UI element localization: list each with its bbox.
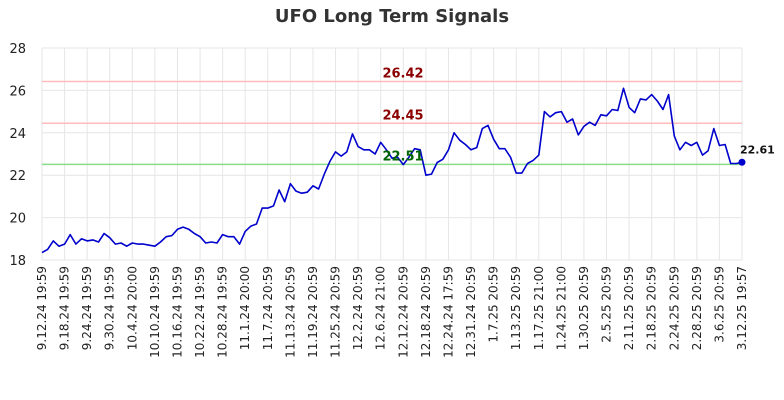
x-tick-label: 11.19.24 20:59 [306,266,320,358]
x-tick-label: 1.7.25 20:59 [487,266,501,343]
x-tick-label: 3.12.25 19:57 [735,266,749,350]
last-point-marker [738,158,746,166]
x-tick-label: 1.13.25 20:59 [509,266,523,350]
x-tick-label: 2.28.25 20:59 [690,266,704,350]
y-tick-label: 24 [9,127,26,142]
x-tick-label: 10.28.24 19:59 [216,266,230,358]
y-axis-ticks: 18 20 22 24 26 28 [9,42,26,269]
x-tick-label: 1.17.25 21:00 [532,266,546,350]
y-tick-label: 18 [9,254,26,269]
x-tick-label: 10.10.24 19:59 [148,266,162,358]
series-lines [41,87,746,254]
x-tick-label: 9.30.24 19:59 [103,266,117,350]
reference-line-label: 22.51 [382,149,423,164]
y-tick-label: 20 [9,212,26,227]
x-tick-label: 2.5.25 20:59 [600,266,614,343]
x-tick-label: 9.12.24 19:59 [35,266,49,350]
x-tick-label: 9.24.24 19:59 [80,266,94,350]
annotations: 22.61 26.42 24.45 22.51 [382,66,774,164]
x-tick-label: 1.24.25 21:00 [554,266,568,350]
x-tick-label: 2.18.25 20:59 [645,266,659,350]
x-axis-ticks: 9.12.24 19:59 9.18.24 19:59 9.24.24 19:59 9… [35,266,749,358]
last-value-label: 22.61 [740,143,775,156]
x-tick-label: 12.31.24 20:59 [464,266,478,358]
y-tick-label: 28 [9,42,26,57]
x-tick-label: 12.18.24 20:59 [419,266,433,358]
y-tick-label: 22 [9,169,26,184]
chart-title: UFO Long Term Signals [274,6,510,27]
x-tick-label: 3.6.25 20:59 [712,266,726,343]
x-tick-label: 10.16.24 19:59 [170,266,184,358]
x-tick-label: 9.18.24 19:59 [58,266,72,350]
grid [41,47,743,261]
x-tick-label: 11.1.24 20:00 [238,266,252,350]
x-tick-label: 11.25.24 20:59 [329,266,343,358]
x-tick-label: 12.2.24 20:59 [351,266,365,350]
x-tick-label: 11.7.24 20:59 [261,266,275,350]
x-tick-label: 12.6.24 21:00 [374,266,388,350]
reference-line-label: 26.42 [382,66,423,81]
y-tick-label: 26 [9,84,26,99]
x-tick-label: 11.13.24 20:59 [283,266,297,358]
x-tick-label: 10.22.24 19:59 [193,266,207,358]
x-tick-label: 1.30.25 20:59 [577,266,591,350]
x-tick-label: 2.11.25 20:59 [622,266,636,350]
series-line [41,87,743,254]
x-tick-label: 2.24.25 20:59 [667,266,681,350]
x-tick-label: 12.24.24 17:59 [441,266,455,358]
reference-line-label: 24.45 [382,108,423,123]
x-tick-label: 12.12.24 20:59 [396,266,410,358]
reference-lines [42,80,742,166]
x-tick-label: 10.4.24 20:00 [125,266,139,350]
